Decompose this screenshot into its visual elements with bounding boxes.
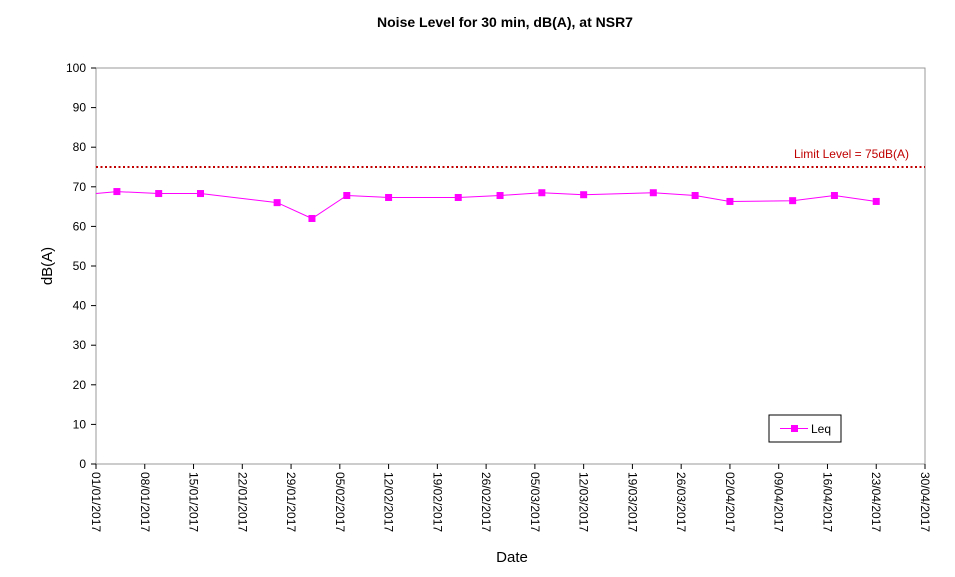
x-tick-label: 30/04/2017 — [918, 472, 932, 532]
y-tick-label: 100 — [66, 61, 86, 75]
legend-label-leq: Leq — [811, 422, 831, 436]
y-tick-label: 70 — [73, 180, 87, 194]
y-tick-label: 20 — [73, 378, 87, 392]
x-tick-label: 19/03/2017 — [625, 472, 639, 532]
data-point-marker — [649, 189, 657, 197]
x-tick-label: 01/01/2017 — [89, 472, 103, 532]
series-line-leq — [95, 191, 877, 220]
x-tick-label: 05/02/2017 — [333, 472, 347, 532]
y-tick-label: 60 — [73, 219, 87, 233]
y-axis: 0 10 20 30 40 50 60 70 80 90 100 — [66, 61, 96, 471]
limit-level-label: Limit Level = 75dB(A) — [794, 147, 909, 161]
x-tick-label: 29/01/2017 — [284, 472, 298, 532]
data-point-marker — [196, 190, 204, 198]
plot-area — [95, 67, 926, 465]
y-tick-label: 90 — [73, 101, 87, 115]
data-point-marker — [113, 188, 121, 196]
series-leq — [95, 188, 880, 222]
x-tick-label: 26/03/2017 — [674, 472, 688, 532]
data-point-marker — [308, 214, 316, 222]
x-axis-label: Date — [496, 549, 528, 566]
x-tick-label: 09/04/2017 — [772, 472, 786, 532]
y-axis-label: dB(A) — [39, 247, 56, 285]
legend: Leq — [768, 414, 842, 443]
x-tick-label: 26/02/2017 — [479, 472, 493, 532]
data-point-marker — [496, 192, 504, 200]
x-tick-label: 19/02/2017 — [430, 472, 444, 532]
x-tick-label: 05/03/2017 — [528, 472, 542, 532]
data-point-marker — [872, 197, 880, 205]
y-tick-label: 40 — [73, 299, 87, 313]
data-point-marker — [789, 197, 797, 205]
x-axis: 01/01/2017 08/01/2017 15/01/2017 22/01/2017… — [89, 464, 932, 532]
data-point-marker — [454, 193, 462, 201]
data-point-marker — [273, 199, 281, 207]
data-point-marker — [726, 197, 734, 205]
data-point-marker — [580, 191, 588, 199]
x-tick-label: 02/04/2017 — [723, 472, 737, 532]
data-point-marker — [830, 192, 838, 200]
legend-marker-swatch — [791, 425, 798, 432]
data-point-marker — [155, 190, 163, 198]
data-point-marker — [691, 192, 699, 200]
y-tick-label: 10 — [73, 417, 87, 431]
data-point-marker — [538, 189, 546, 197]
x-tick-label: 23/04/2017 — [869, 472, 883, 532]
x-tick-label: 22/01/2017 — [235, 472, 249, 532]
x-tick-label: 12/02/2017 — [382, 472, 396, 532]
x-tick-label: 08/01/2017 — [138, 472, 152, 532]
y-tick-label: 80 — [73, 140, 87, 154]
y-tick-label: 30 — [73, 338, 87, 352]
y-tick-label: 0 — [79, 457, 86, 471]
chart-title: Noise Level for 30 min, dB(A), at NSR7 — [377, 14, 633, 30]
y-tick-label: 50 — [73, 259, 87, 273]
x-tick-label: 12/03/2017 — [577, 472, 591, 532]
data-point-marker — [343, 192, 351, 200]
data-point-marker — [385, 193, 393, 201]
x-tick-label: 16/04/2017 — [820, 472, 834, 532]
x-tick-label: 15/01/2017 — [187, 472, 201, 532]
